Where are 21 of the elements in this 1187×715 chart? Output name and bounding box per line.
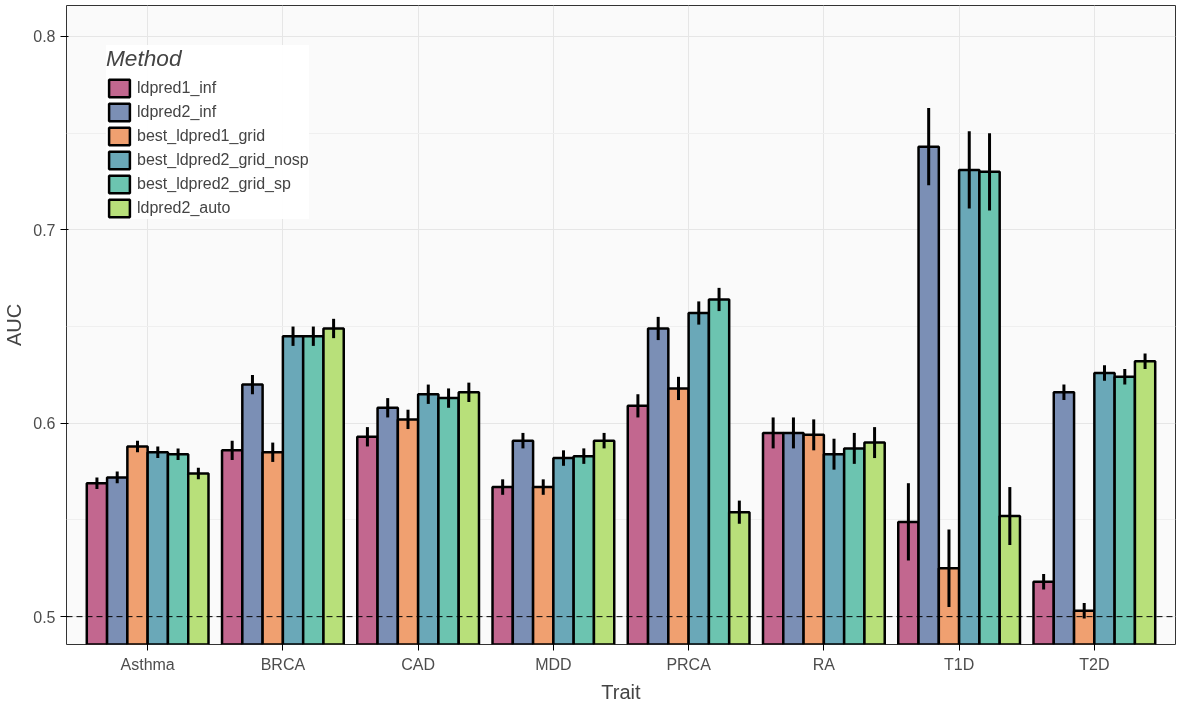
x-tick-label: CAD <box>401 655 436 673</box>
y-tick-label: 0.8 <box>33 28 56 46</box>
x-tick-label: MDD <box>535 655 572 673</box>
legend-label: ldpred2_inf <box>137 103 217 121</box>
y-tick-label: 0.6 <box>33 415 56 433</box>
y-tick-label: 0.5 <box>33 608 56 626</box>
x-tick-label: BRCA <box>260 655 306 673</box>
legend-label: ldpred2_auto <box>137 199 231 217</box>
x-axis-title: Trait <box>601 680 642 703</box>
x-tick-label: Asthma <box>120 655 175 673</box>
y-axis-title: AUC <box>3 303 26 347</box>
x-tick-label: RA <box>812 655 836 673</box>
legend-label: best_ldpred1_grid <box>137 127 266 145</box>
x-tick-label: PRCA <box>666 655 712 673</box>
legend-label: best_ldpred2_grid_nosp <box>137 151 309 169</box>
legend-title: Method <box>106 45 183 72</box>
x-tick-label: T2D <box>1079 655 1110 673</box>
legend-label: ldpred1_inf <box>137 79 217 97</box>
legend-label: best_ldpred2_grid_sp <box>137 175 291 193</box>
y-tick-label: 0.7 <box>33 221 56 239</box>
x-tick-label: T1D <box>944 655 975 673</box>
